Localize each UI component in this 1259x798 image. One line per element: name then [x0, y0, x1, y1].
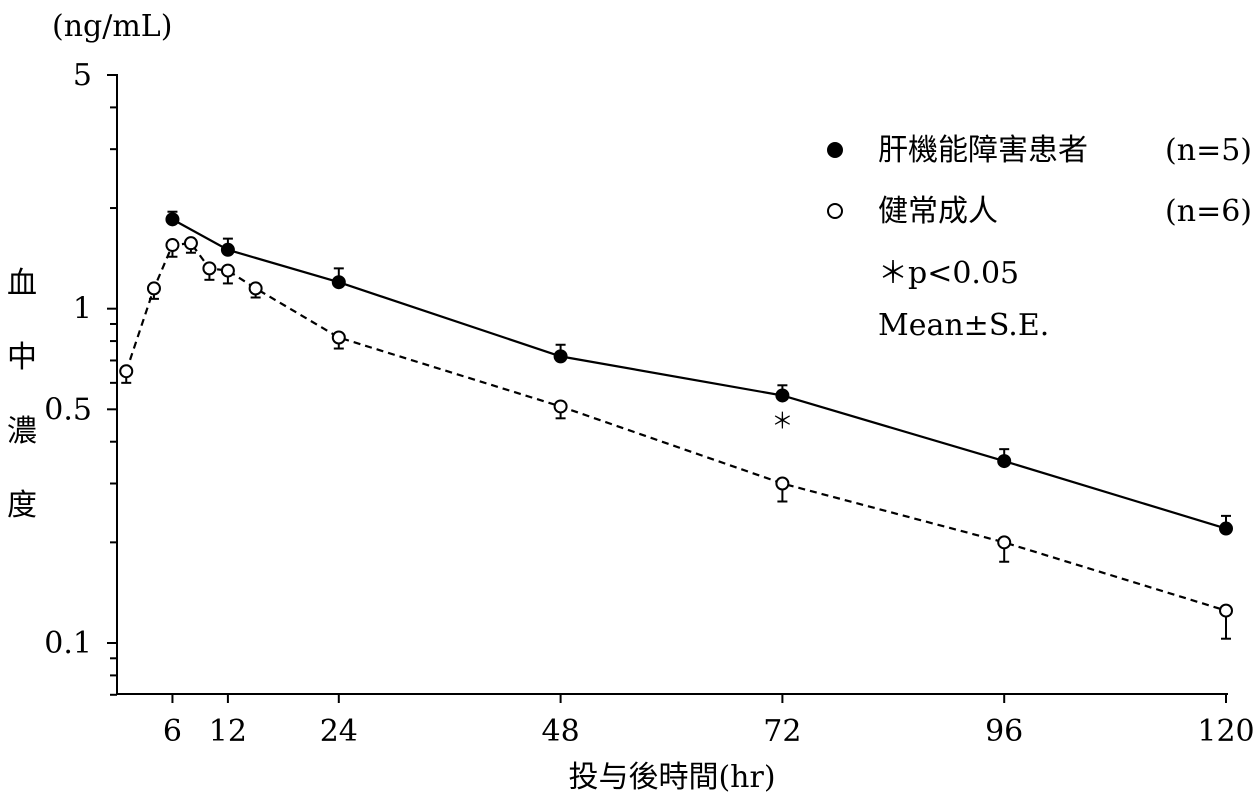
data-point-open — [331, 330, 346, 345]
y-tick-label: 1 — [73, 292, 92, 327]
significance-marker: ＊ — [771, 409, 793, 434]
x-tick-label: 12 — [209, 714, 247, 749]
data-point-open — [553, 399, 568, 414]
y-tick-label: 0.5 — [44, 392, 92, 427]
data-point-open — [248, 281, 263, 296]
legend-n-healthy: (n=6) — [1165, 194, 1252, 229]
data-point-open — [1219, 603, 1233, 618]
data-point-open — [202, 261, 217, 276]
legend-stats-note: Mean±S.E. — [878, 308, 1049, 343]
x-axis-label: 投与後時間(hr) — [568, 760, 775, 795]
data-point-filled — [775, 388, 790, 403]
y-axis-label-char: 中 — [7, 340, 37, 375]
legend-significance-note: ＊p<0.05 — [878, 256, 1019, 291]
data-point-filled — [165, 212, 180, 227]
y-tick-label: 5 — [73, 58, 92, 93]
y-axis-label-char: 血 — [7, 266, 37, 301]
data-point-filled — [220, 242, 235, 257]
data-point-filled — [331, 275, 346, 290]
y-unit-label: (ng/mL) — [52, 9, 172, 44]
x-tick-label: 48 — [542, 714, 580, 749]
y-axis-label-char: 濃 — [7, 414, 37, 449]
x-tick-label: 96 — [985, 714, 1023, 749]
data-point-filled — [997, 454, 1012, 469]
x-tick-label: 6 — [163, 714, 182, 749]
legend-marker-open — [827, 203, 843, 219]
plot-area: ＊ — [119, 210, 1233, 640]
x-tick-label: 24 — [320, 714, 358, 749]
x-ticks: 6 12 24 48 72 96 120 — [163, 694, 1255, 749]
y-axis-label-char: 度 — [7, 488, 37, 523]
y-ticks: 0.1 0.5 1 5 — [44, 58, 117, 696]
data-point-open — [165, 238, 180, 253]
data-point-open — [220, 263, 235, 278]
data-point-filled — [553, 349, 568, 364]
data-point-open — [183, 236, 198, 251]
x-tick-label: 120 — [1197, 714, 1254, 749]
data-point-open — [119, 364, 134, 379]
series-line-1 — [171, 218, 1227, 530]
legend-marker-filled — [827, 142, 843, 158]
legend-label-patients: 肝機能障害患者 — [878, 133, 1088, 168]
legend: 肝機能障害患者 (n=5) 健常成人 (n=6) ＊p<0.05 Mean±S.… — [827, 133, 1252, 343]
y-tick-label: 0.1 — [44, 626, 92, 661]
series-line-2 — [125, 242, 1227, 612]
x-tick-label: 72 — [763, 714, 801, 749]
data-point-open — [775, 476, 790, 491]
legend-n-patients: (n=5) — [1165, 133, 1252, 168]
data-point-open — [997, 535, 1012, 550]
data-point-filled — [1219, 521, 1233, 536]
legend-label-healthy: 健常成人 — [878, 194, 998, 229]
data-point-open — [146, 281, 161, 296]
